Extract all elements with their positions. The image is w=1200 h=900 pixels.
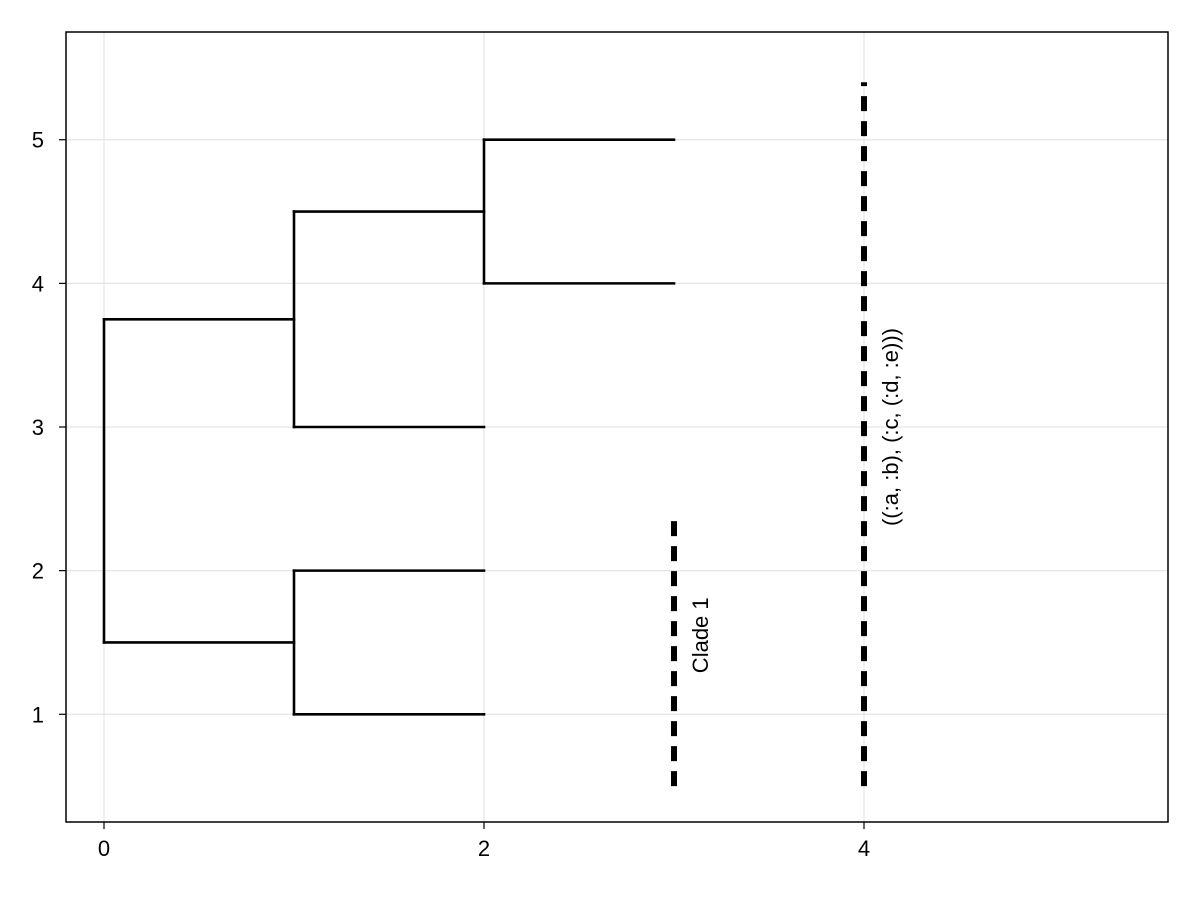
y-tick-label: 3: [32, 415, 44, 440]
x-tick-label: 2: [478, 836, 490, 861]
clade-label: Clade 1: [688, 597, 713, 673]
annotation-layer: Clade 1 ((:a, :b), (:c, (:d, :e))): [671, 82, 903, 787]
grid-layer: [66, 32, 1168, 822]
y-tick-label: 1: [32, 702, 44, 727]
clade-label: ((:a, :b), (:c, (:d, :e))): [878, 328, 903, 526]
y-tick-label: 4: [32, 271, 44, 296]
y-tick-label: 2: [32, 559, 44, 584]
branch-layer: [102, 138, 676, 716]
x-tick-label: 4: [858, 836, 870, 861]
x-tick-label: 0: [98, 836, 110, 861]
tick-layer: 0 2 4 1 2 3 4 5: [32, 128, 870, 861]
y-tick-label: 5: [32, 128, 44, 153]
